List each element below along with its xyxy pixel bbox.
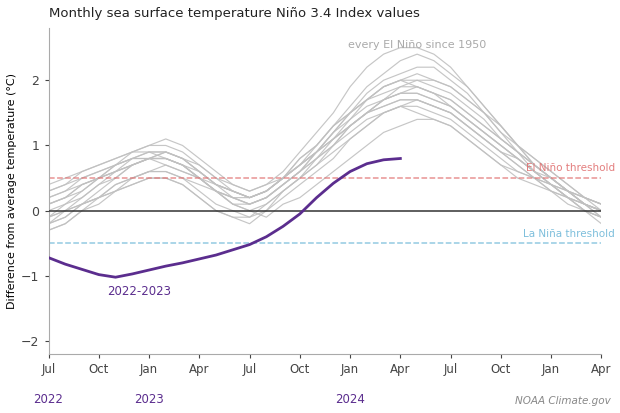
Text: La Niña threshold: La Niña threshold — [523, 229, 615, 239]
Y-axis label: Difference from average temperature (°C): Difference from average temperature (°C) — [7, 73, 17, 309]
Text: 2022-2023: 2022-2023 — [107, 285, 171, 298]
Text: NOAA Climate.gov: NOAA Climate.gov — [515, 396, 611, 406]
Text: Monthly sea surface temperature Niño 3.4 Index values: Monthly sea surface temperature Niño 3.4… — [48, 7, 419, 20]
Text: every El Niño since 1950: every El Niño since 1950 — [348, 40, 486, 50]
Text: 2022: 2022 — [33, 393, 63, 406]
Text: 2023: 2023 — [134, 393, 164, 406]
Text: El Niño threshold: El Niño threshold — [526, 163, 615, 173]
Text: 2024: 2024 — [335, 393, 365, 406]
